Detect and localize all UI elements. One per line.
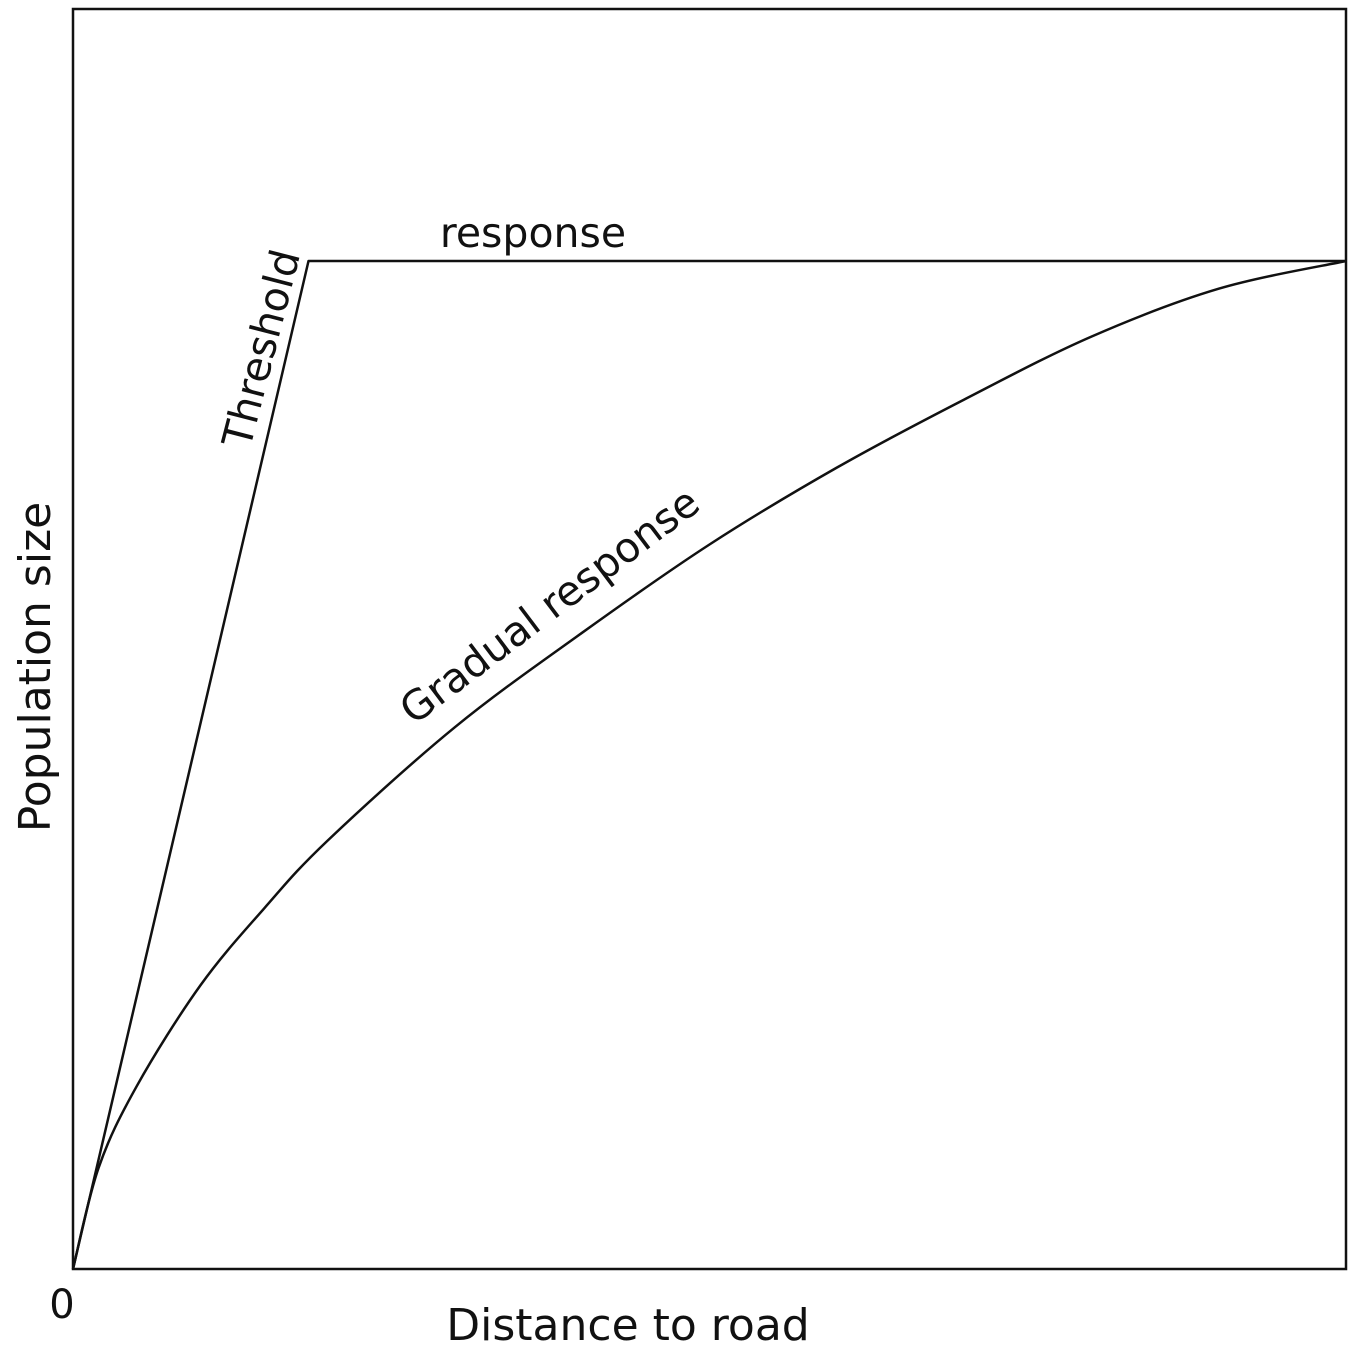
plot-frame: [71, 7, 1348, 1271]
series-lines: [71, 259, 1347, 1270]
threshold-label: Threshold: [213, 245, 310, 454]
x-axis-label: Distance to road: [446, 1300, 809, 1347]
threshold-response-label: response: [440, 209, 626, 257]
threshold-response-line: [71, 259, 1346, 1270]
y-axis-label: Population size: [10, 502, 61, 832]
gradual-response-label: Gradual response: [391, 478, 709, 734]
x-tick-label: 0: [49, 1282, 74, 1328]
gradual-response-line: [71, 259, 1347, 1270]
